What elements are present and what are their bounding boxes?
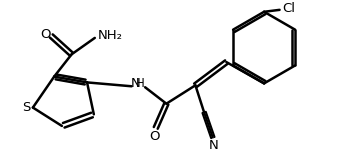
- Text: NH₂: NH₂: [98, 29, 123, 42]
- Text: H: H: [135, 77, 144, 90]
- Text: N: N: [131, 77, 140, 90]
- Text: O: O: [40, 28, 51, 41]
- Text: N: N: [209, 139, 219, 152]
- Text: Cl: Cl: [283, 2, 295, 15]
- Text: S: S: [22, 101, 30, 114]
- Text: O: O: [150, 130, 160, 143]
